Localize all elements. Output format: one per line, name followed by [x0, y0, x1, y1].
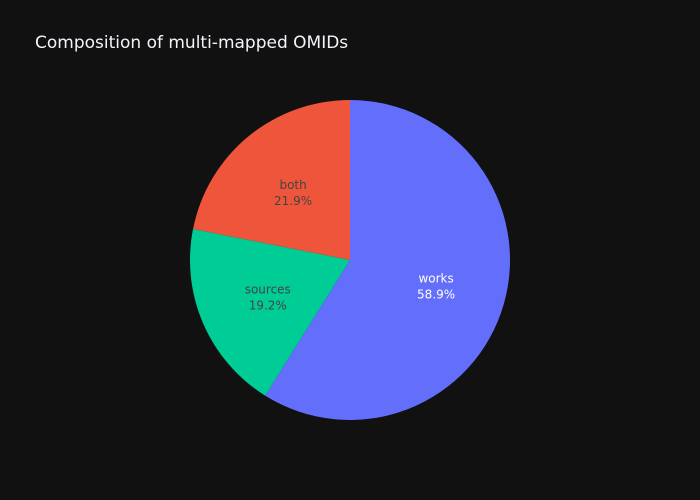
- pie-slice-label-sources: sources 19.2%: [245, 283, 291, 313]
- slice-name-works: works: [418, 272, 453, 286]
- pie-slice-sources: [190, 229, 350, 396]
- pie-slice-both: [193, 100, 350, 260]
- pie-slice-label-both: both 21.9%: [274, 178, 312, 208]
- slice-percent-works: 58.9%: [417, 288, 455, 302]
- slice-percent-sources: 19.2%: [249, 299, 287, 313]
- pie-slice-label-works: works 58.9%: [417, 272, 455, 302]
- slice-percent-both: 21.9%: [274, 194, 312, 208]
- chart-title: Composition of multi-mapped OMIDs: [35, 33, 349, 53]
- slice-name-sources: sources: [245, 283, 291, 297]
- pie-slice-works: [265, 100, 510, 420]
- slice-name-both: both: [279, 178, 306, 192]
